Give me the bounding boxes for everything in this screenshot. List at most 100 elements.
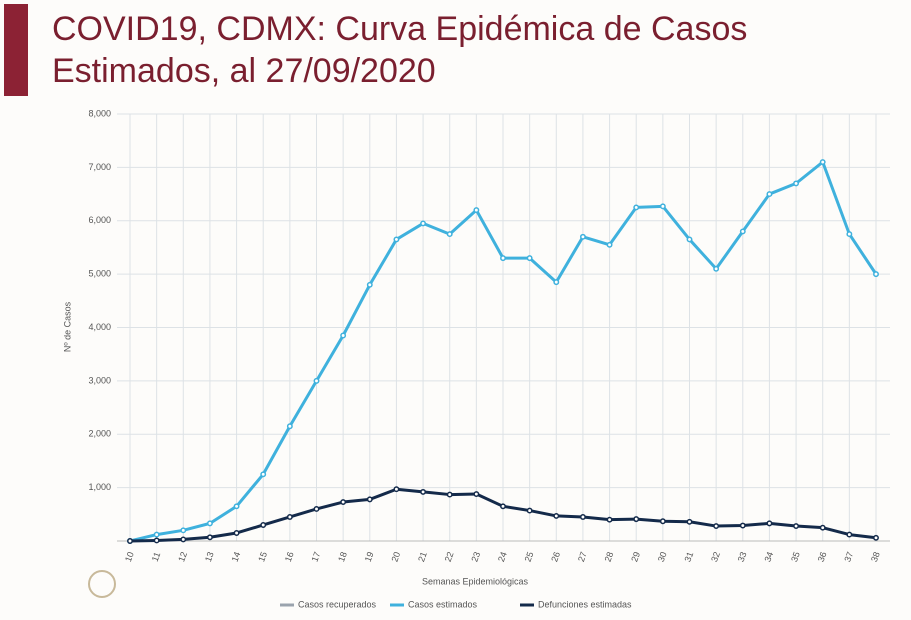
y-tick-label: 6,000 — [88, 215, 111, 225]
data-point — [206, 520, 213, 527]
y-tick-label: 5,000 — [88, 269, 111, 279]
legend-label: Casos estimados — [408, 599, 478, 609]
x-tick-label: 30 — [656, 550, 669, 563]
legend-label: Defunciones estimadas — [538, 599, 632, 609]
data-point — [366, 281, 373, 288]
data-point — [873, 271, 879, 278]
data-point — [366, 496, 373, 503]
x-tick-label: 15 — [256, 550, 269, 563]
data-point — [473, 491, 480, 497]
legend-label: Casos recuperados — [298, 599, 377, 609]
x-tick-label: 26 — [549, 550, 562, 563]
data-point — [686, 518, 693, 525]
data-point — [420, 488, 427, 495]
data-point — [579, 514, 586, 520]
data-point — [846, 531, 853, 538]
data-point — [713, 523, 720, 530]
x-tick-label: 20 — [389, 550, 402, 563]
data-point — [153, 531, 160, 538]
emblem — [88, 570, 116, 598]
x-tick-label: 16 — [283, 550, 296, 563]
x-tick-label: 31 — [683, 550, 696, 563]
data-point — [153, 537, 160, 544]
x-tick-label: 11 — [150, 551, 163, 563]
data-point — [793, 180, 800, 187]
y-tick-label: 1,000 — [88, 482, 111, 492]
x-tick-label: 38 — [869, 550, 882, 563]
x-tick-label: 19 — [363, 550, 376, 563]
data-point — [286, 514, 293, 520]
data-point — [873, 534, 879, 541]
data-point — [606, 516, 613, 523]
x-tick-label: 23 — [469, 550, 482, 563]
data-point — [260, 471, 267, 478]
data-point — [473, 207, 480, 214]
x-tick-label: 34 — [762, 550, 775, 563]
x-tick-label: 36 — [816, 550, 829, 563]
x-tick-label: 35 — [789, 550, 802, 563]
data-point — [766, 520, 773, 527]
data-point — [633, 204, 640, 211]
y-tick-label: 2,000 — [88, 429, 111, 439]
data-point — [393, 236, 400, 243]
data-point — [713, 265, 720, 272]
x-tick-label: 14 — [230, 550, 243, 563]
data-point — [286, 423, 293, 430]
x-tick-label: 18 — [336, 550, 349, 563]
data-point — [313, 506, 320, 512]
y-tick-label: 3,000 — [88, 375, 111, 385]
data-point — [127, 538, 133, 544]
data-point — [659, 203, 666, 210]
data-point — [233, 530, 240, 536]
x-tick-label: 28 — [603, 550, 616, 563]
data-point — [579, 233, 586, 240]
data-point — [500, 503, 506, 510]
chart-title: COVID19, CDMX: Curva Epidémica de Casos … — [52, 10, 748, 90]
data-point — [633, 516, 640, 523]
y-tick-label: 4,000 — [88, 322, 111, 332]
data-point — [500, 255, 506, 262]
data-point — [180, 527, 187, 534]
x-tick-label: 17 — [310, 550, 323, 563]
x-tick-label: 29 — [629, 550, 642, 563]
x-tick-label: 37 — [842, 550, 855, 563]
x-tick-label: 27 — [576, 550, 589, 563]
data-point — [526, 507, 533, 514]
data-point — [606, 241, 613, 248]
data-point — [420, 220, 427, 227]
y-tick-label: 7,000 — [88, 162, 111, 172]
x-tick-label: 13 — [203, 550, 216, 563]
data-point — [793, 523, 800, 530]
data-point — [233, 503, 240, 510]
data-point — [180, 536, 187, 543]
data-point — [553, 279, 560, 286]
data-point — [526, 255, 533, 262]
data-point — [819, 159, 826, 165]
y-axis-title: Nº de Casos — [62, 301, 72, 352]
data-point — [313, 377, 320, 384]
data-point — [340, 499, 347, 505]
data-point — [446, 231, 453, 238]
data-point — [340, 332, 347, 339]
y-tick-label: 8,000 — [88, 108, 111, 118]
x-axis-title: Semanas Epidemiológicas — [422, 576, 529, 586]
x-tick-label: 10 — [123, 550, 136, 563]
data-point — [819, 524, 826, 531]
data-point — [766, 191, 773, 198]
data-point — [739, 522, 746, 529]
x-tick-label: 25 — [523, 550, 536, 563]
data-point — [260, 522, 267, 528]
data-point — [686, 236, 693, 243]
x-tick-label: 12 — [176, 550, 189, 563]
x-tick-label: 22 — [443, 550, 456, 563]
data-point — [206, 534, 213, 541]
data-point — [739, 228, 746, 235]
data-point — [553, 512, 560, 519]
data-point — [393, 486, 400, 493]
x-tick-label: 32 — [709, 550, 722, 563]
data-point — [446, 491, 453, 498]
x-tick-label: 24 — [496, 550, 509, 563]
data-point — [659, 518, 666, 525]
